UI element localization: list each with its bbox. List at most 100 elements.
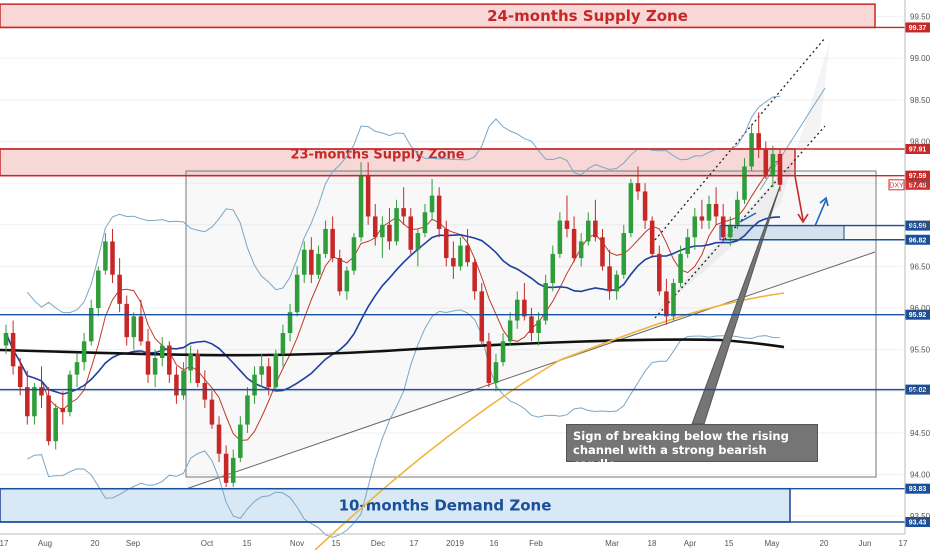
candle-body [465, 245, 470, 263]
price-tag-label: 96.82 [909, 237, 927, 244]
candle-body [728, 224, 733, 238]
x-tick-label: Apr [684, 539, 697, 548]
annotation-text: Sign of breaking below the rising channe… [573, 429, 789, 471]
candle-body [564, 220, 570, 229]
candle-body [316, 253, 321, 275]
candle-body [394, 208, 399, 242]
bearish-arrow-head [797, 213, 809, 224]
candle-body [401, 208, 406, 217]
candle-body [74, 362, 80, 375]
x-tick-label: Dec [371, 539, 385, 548]
price-tag-label: 99.37 [909, 25, 927, 32]
price-tag-bg [905, 220, 930, 231]
candle-body [32, 387, 37, 417]
y-tick-label: 98.00 [910, 138, 931, 147]
candle-body [124, 303, 129, 338]
y-tick-label: 96.00 [910, 304, 931, 313]
candle-body [17, 366, 23, 388]
price-tag-label: 95.92 [909, 312, 927, 319]
x-tick-label: Mar [605, 539, 619, 548]
y-tick-label: 95.00 [910, 387, 931, 396]
candle-body [685, 237, 690, 254]
candle-body [81, 341, 87, 363]
candle-body [259, 366, 264, 375]
candle-body [344, 270, 350, 292]
candle-body [735, 199, 740, 225]
candle-body [351, 237, 357, 271]
x-tick-label: 20 [91, 539, 100, 548]
y-tick-label: 98.50 [910, 96, 931, 105]
candle-body [266, 366, 272, 388]
candle-body [571, 228, 577, 259]
candle-body [408, 216, 414, 250]
candle-body [692, 216, 698, 238]
candle-body [103, 241, 108, 271]
y-tick-label: 95.50 [910, 346, 931, 355]
x-tick-label: 17 [899, 539, 908, 548]
annotation-callout: Sign of breaking below the rising channe… [566, 424, 818, 471]
candle-body [145, 341, 151, 375]
candle-body [159, 345, 165, 358]
candles-layer [3, 112, 783, 488]
zone-label: 10-months Demand Zone [339, 496, 552, 514]
candle-body [152, 357, 158, 375]
candle-body [713, 203, 719, 217]
candle-body [415, 233, 421, 250]
candle-body [557, 220, 563, 254]
indicators-layer [0, 95, 785, 550]
candle-body [436, 195, 442, 229]
candle-body [10, 333, 16, 367]
candle-body [230, 457, 236, 483]
x-tick-label: 20 [820, 539, 829, 548]
candle-body [174, 374, 179, 396]
candle-body [46, 395, 51, 442]
candle-body [117, 274, 122, 304]
zone-supply-24 [0, 3, 876, 29]
price-tag-bg [905, 144, 930, 154]
candle-body [600, 237, 605, 267]
bearish-arrow [794, 175, 804, 221]
candle-body [429, 195, 435, 213]
x-tick-label: May [764, 539, 779, 548]
price-levels-layer: 99.37 97.91 97.59 96.99 96.82 95.92 95.02 93.83… [0, 22, 930, 528]
candle-body [621, 233, 627, 275]
y-tick-label: 97.50 [910, 179, 931, 188]
price-tag-label: 96.99 [909, 223, 927, 230]
candle-body [657, 253, 662, 292]
trend-structure [185, 37, 877, 490]
y-tick-label: 96.50 [910, 262, 931, 271]
zone-label: 23-months Supply Zone [290, 147, 464, 162]
candle-body [202, 382, 208, 400]
zone-demand-10 [0, 487, 791, 523]
candle-body [507, 320, 513, 342]
candle-body [756, 133, 761, 150]
candle-body [479, 291, 485, 342]
candle-body [294, 274, 300, 313]
candle-body [365, 174, 371, 217]
y-tick-label: 94.00 [910, 471, 931, 480]
candle-body [678, 253, 683, 284]
candle-body [578, 241, 584, 259]
symbol-label: DXY [889, 182, 904, 189]
ma-blue-line [5, 216, 781, 395]
channel-upper-line [654, 37, 826, 241]
candle-body [628, 183, 634, 234]
x-tick-label: 18 [648, 539, 657, 548]
candle-body [238, 424, 243, 458]
candle-body [649, 220, 655, 254]
candle-body [195, 353, 200, 383]
current-price-tag [905, 179, 930, 190]
bollinger-lower [27, 309, 781, 538]
candle-body [536, 320, 541, 334]
price-tag-bg [905, 170, 930, 181]
candle-body [699, 216, 705, 221]
x-tick-label: Nov [290, 539, 304, 548]
candle-body [209, 399, 215, 425]
candle-body [60, 407, 66, 413]
ma-orange-line [314, 292, 785, 550]
x-tick-label: 15 [332, 539, 341, 548]
candle-body [706, 203, 712, 221]
candle-body [67, 374, 73, 413]
